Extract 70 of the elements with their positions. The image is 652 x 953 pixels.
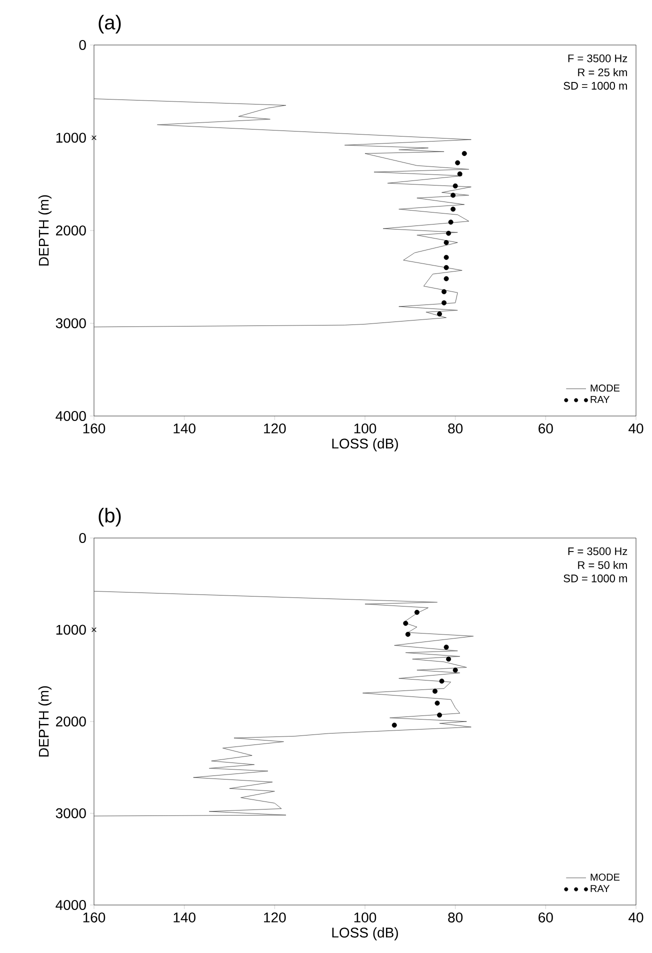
x-tick-label: 80 (448, 912, 463, 922)
point (439, 678, 444, 684)
y-tick-label: 0 (79, 533, 86, 543)
point (442, 300, 447, 306)
chart-title: (a) (98, 14, 121, 34)
y-tick-label: 3000 (56, 808, 86, 818)
point (450, 206, 456, 212)
point (455, 160, 460, 166)
x-tick-label: 120 (264, 424, 286, 434)
x-tick-label: 140 (174, 912, 196, 922)
point (446, 230, 452, 236)
x-tick-label: 80 (448, 424, 463, 434)
x-tick-label: 60 (538, 424, 553, 434)
y-tick-label: 2000 (56, 716, 86, 726)
y-tick-label: 4000 (56, 900, 86, 910)
point (452, 183, 458, 188)
annotation: SD = 1000 m (564, 82, 627, 90)
legend-label: RAY (590, 396, 610, 403)
y-axis-title: DEPTH (m) (38, 686, 52, 757)
point (392, 722, 397, 728)
x-tick-label: 60 (538, 912, 553, 922)
x-tick-label: 160 (83, 912, 106, 922)
point (444, 265, 449, 270)
y-tick-label: 3000 (56, 318, 86, 328)
x-tick-label: 40 (628, 424, 644, 434)
y-tick-label: 2000 (56, 226, 86, 236)
point (432, 688, 438, 694)
point (457, 171, 462, 176)
y-tick-label: 1000 (56, 132, 86, 143)
x-tick-label: 140 (174, 424, 196, 434)
point (444, 240, 449, 246)
point (92, 135, 96, 140)
point (446, 656, 452, 662)
x-axis-title: LOSS (dB) (332, 927, 398, 940)
annotation: F = 3500 Hz (568, 54, 628, 62)
point (437, 311, 442, 316)
legend-label: RAY (590, 885, 610, 892)
point (444, 276, 449, 282)
point (92, 627, 96, 632)
y-tick-label: 0 (79, 40, 86, 50)
point (450, 192, 456, 198)
point (414, 610, 420, 615)
x-tick-label: 160 (83, 424, 106, 434)
annotation: R = 50 km (578, 560, 627, 570)
y-axis-title: DEPTH (m) (38, 195, 52, 266)
y-tick-label: 4000 (56, 411, 86, 421)
annotation: R = 25 km (578, 68, 627, 76)
point (434, 700, 440, 706)
chart-title: (b) (98, 508, 121, 527)
annotation: F = 3500 Hz (568, 547, 628, 556)
point (444, 644, 449, 650)
x-tick-label: 100 (354, 424, 376, 434)
point (442, 289, 447, 294)
point (437, 712, 442, 718)
x-tick-label: 40 (628, 912, 644, 922)
point (448, 220, 454, 225)
point (462, 151, 467, 156)
point (405, 632, 410, 637)
line-series (94, 98, 472, 328)
x-tick-label: 100 (354, 912, 376, 922)
point (403, 620, 408, 626)
x-tick-label: 120 (264, 912, 286, 922)
point (444, 254, 449, 260)
point (452, 668, 458, 673)
line-series (94, 590, 474, 816)
x-axis-title: LOSS (dB) (332, 438, 398, 452)
y-tick-label: 1000 (56, 624, 86, 635)
annotation: SD = 1000 m (564, 574, 627, 582)
legend-label: MODE (590, 384, 620, 392)
legend-label: MODE (590, 874, 620, 881)
